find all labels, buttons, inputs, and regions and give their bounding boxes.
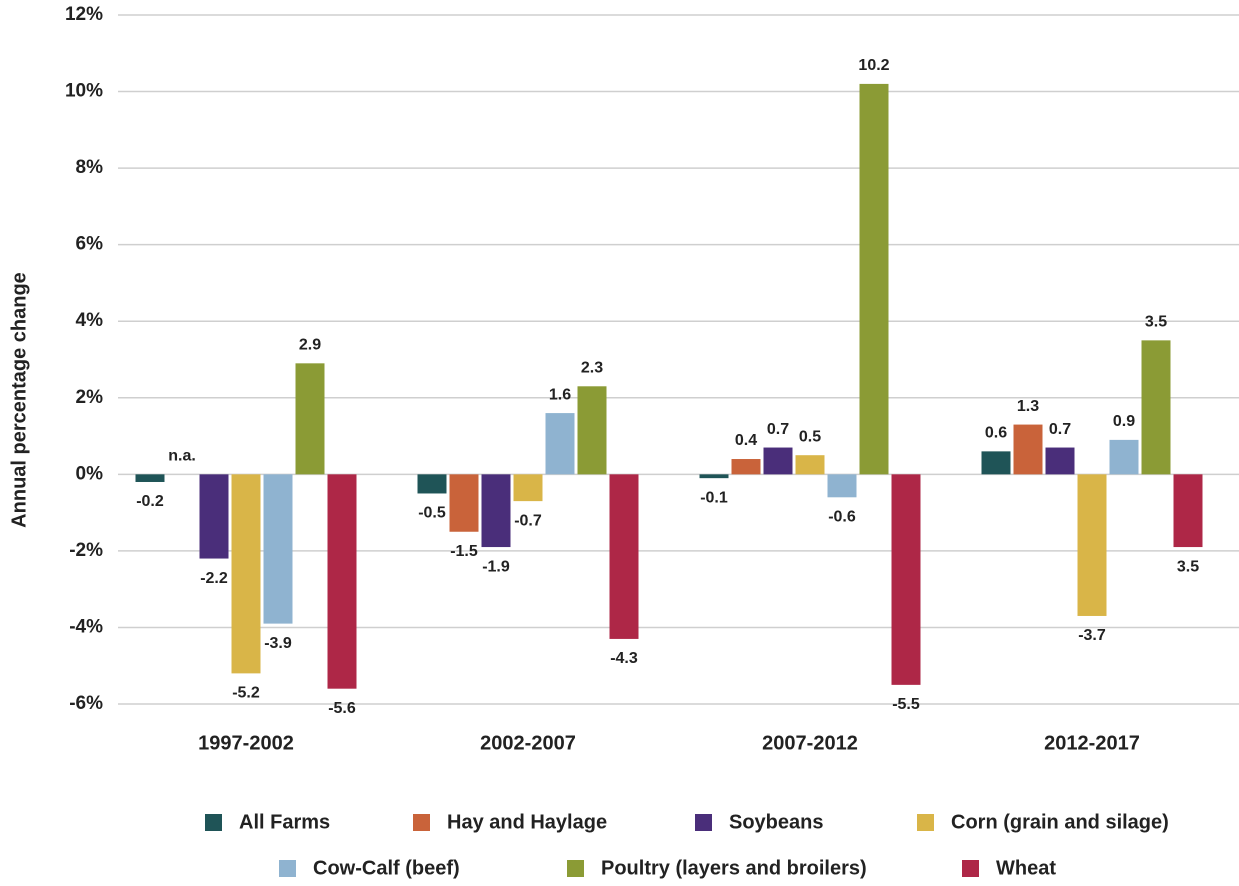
bar (827, 474, 857, 498)
bar (1045, 447, 1075, 475)
x-tick-label: 2007-2012 (762, 732, 858, 754)
y-tick-label: -4% (69, 616, 103, 637)
value-label: 0.4 (735, 432, 757, 449)
y-tick-label: 12% (65, 4, 103, 25)
legend-marker (279, 860, 296, 877)
bar (135, 474, 165, 482)
value-label: -2.2 (200, 570, 228, 587)
legend-marker (567, 860, 584, 877)
value-label: -0.7 (514, 512, 542, 529)
value-label: -1.5 (450, 543, 478, 560)
value-label: 10.2 (858, 57, 889, 74)
value-label: -1.9 (482, 558, 510, 575)
bar (577, 386, 607, 475)
value-label: 0.6 (985, 425, 1007, 442)
y-tick-label: -2% (69, 540, 103, 561)
value-label: -3.7 (1078, 627, 1106, 644)
bar (295, 363, 325, 475)
value-label: 3.5 (1145, 314, 1167, 331)
value-label: -0.6 (828, 509, 856, 526)
value-label: -0.2 (136, 493, 164, 510)
bar (449, 474, 479, 532)
legend-label: All Farms (239, 811, 330, 833)
legend-marker (205, 814, 222, 831)
bar (513, 474, 543, 502)
value-label: 2.9 (299, 337, 321, 354)
bar (981, 451, 1011, 475)
value-label: 3.5 (1177, 558, 1199, 575)
bar (1109, 439, 1139, 475)
value-label: n.a. (168, 448, 196, 465)
bar (417, 474, 447, 494)
value-label: 1.3 (1017, 398, 1039, 415)
bar (481, 474, 511, 548)
bar (763, 447, 793, 475)
y-tick-label: 6% (76, 234, 104, 255)
bar (231, 474, 261, 674)
bar (609, 474, 639, 639)
legend-marker (962, 860, 979, 877)
legend-label: Wheat (996, 857, 1056, 879)
y-tick-label: 0% (76, 463, 104, 484)
bar (891, 474, 921, 685)
bar (199, 474, 229, 559)
bar (1013, 424, 1043, 475)
value-label: -0.1 (700, 489, 728, 506)
value-label: 0.7 (767, 421, 789, 438)
bar (1173, 474, 1203, 548)
legend-label: Soybeans (729, 811, 823, 833)
legend-label: Cow-Calf (beef) (313, 857, 460, 879)
bar (545, 413, 575, 475)
x-tick-label: 1997-2002 (198, 732, 294, 754)
x-tick-label: 2002-2007 (480, 732, 576, 754)
value-label: -0.5 (418, 505, 446, 522)
y-tick-label: -6% (69, 693, 103, 714)
bar (699, 474, 729, 479)
value-label: -3.9 (264, 635, 292, 652)
legend-marker (413, 814, 430, 831)
legend-marker (695, 814, 712, 831)
value-label: -4.3 (610, 650, 638, 667)
bar (859, 83, 889, 475)
x-tick-label: 2012-2017 (1044, 732, 1140, 754)
value-label: -5.5 (892, 696, 920, 713)
bar (731, 459, 761, 475)
bar (263, 474, 293, 624)
value-label: 1.6 (549, 386, 571, 403)
value-label: 2.3 (581, 360, 603, 377)
value-label: 0.5 (799, 428, 821, 445)
bar (327, 474, 357, 689)
value-label: -5.2 (232, 685, 260, 702)
bar (795, 455, 825, 475)
y-axis-label: Annual percentage change (8, 272, 30, 528)
legend-label: Poultry (layers and broilers) (601, 857, 867, 879)
value-label: -5.6 (328, 700, 356, 717)
y-tick-label: 10% (65, 81, 103, 102)
legend-label: Hay and Haylage (447, 811, 607, 833)
bar (1077, 474, 1107, 616)
legend-label: Corn (grain and silage) (951, 811, 1169, 833)
value-label: 0.7 (1049, 421, 1071, 438)
legend-marker (917, 814, 934, 831)
y-tick-label: 2% (76, 387, 104, 408)
bar (1141, 340, 1171, 475)
value-label: 0.9 (1113, 413, 1135, 430)
y-tick-label: 4% (76, 310, 104, 331)
y-tick-label: 8% (76, 157, 104, 178)
